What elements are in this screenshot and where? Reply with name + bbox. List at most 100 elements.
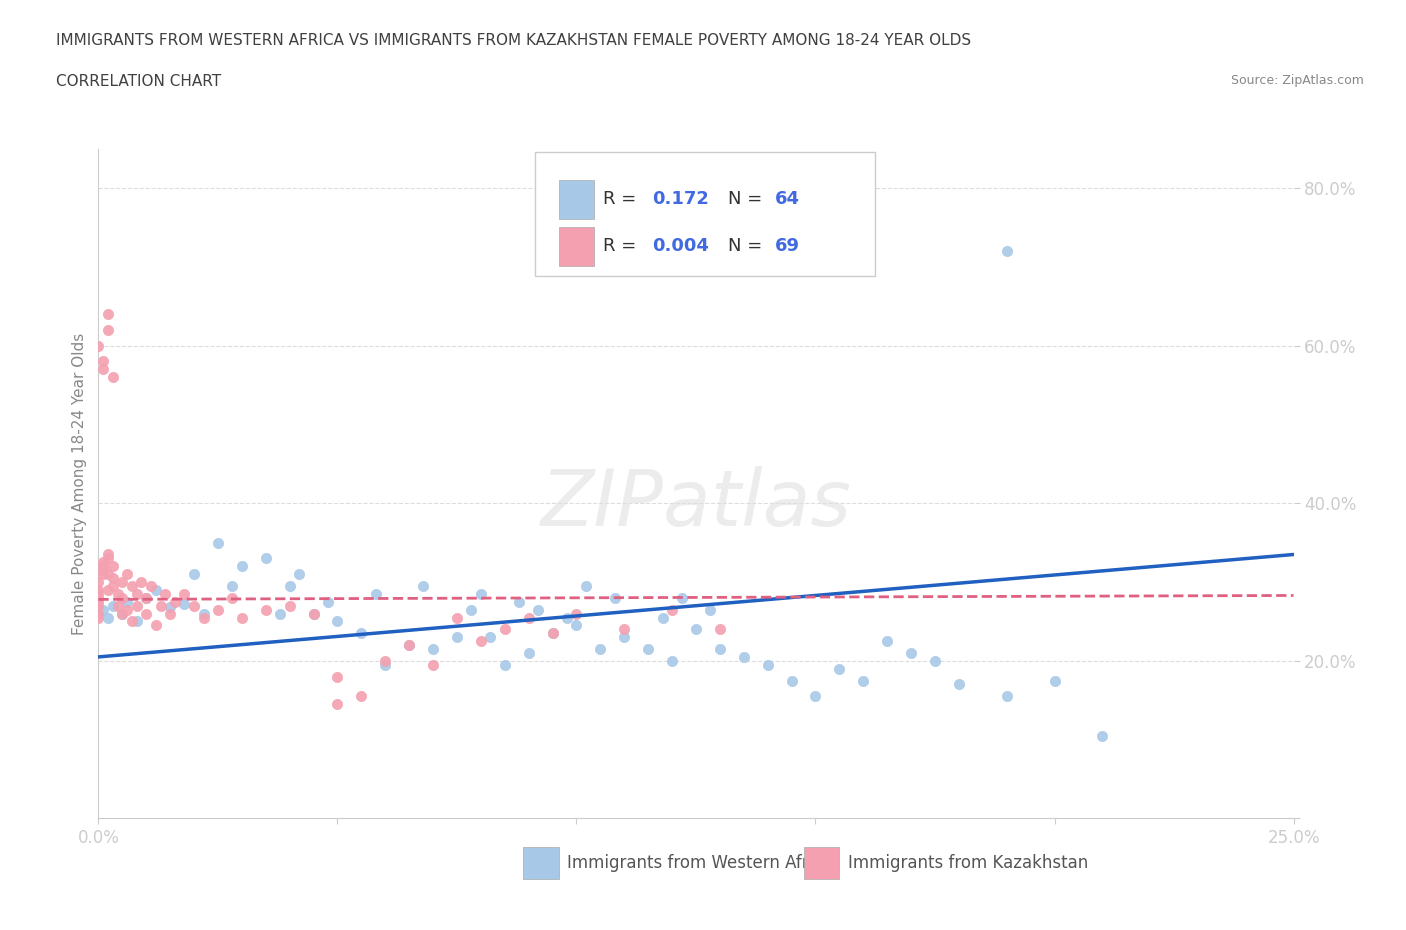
Point	[852, 673, 875, 688]
Point	[422, 658, 444, 672]
Text: 69: 69	[775, 237, 800, 255]
Point	[709, 642, 731, 657]
FancyBboxPatch shape	[804, 846, 839, 879]
Point	[115, 603, 138, 618]
Point	[527, 603, 550, 618]
Point	[661, 654, 683, 669]
Point	[709, 622, 731, 637]
FancyBboxPatch shape	[558, 227, 595, 266]
Point	[131, 575, 153, 590]
Point	[111, 606, 134, 621]
Point	[924, 654, 946, 669]
Point	[995, 689, 1018, 704]
Point	[91, 354, 114, 369]
Point	[541, 626, 564, 641]
Text: R =: R =	[603, 237, 641, 255]
Point	[517, 610, 540, 625]
Text: Immigrants from Kazakhstan: Immigrants from Kazakhstan	[848, 854, 1088, 871]
Point	[91, 603, 114, 618]
Point	[517, 645, 540, 660]
Point	[183, 598, 205, 613]
Point	[398, 638, 420, 653]
Point	[575, 578, 598, 593]
Point	[613, 630, 636, 644]
Point	[278, 578, 301, 593]
Point	[288, 566, 311, 581]
Point	[145, 582, 167, 597]
Point	[125, 598, 148, 613]
Point	[541, 626, 564, 641]
Point	[207, 603, 229, 618]
Point	[135, 606, 157, 621]
Point	[494, 622, 516, 637]
Point	[876, 633, 898, 648]
Point	[101, 578, 124, 593]
Point	[149, 598, 172, 613]
Point	[101, 559, 124, 574]
FancyBboxPatch shape	[523, 846, 558, 879]
Point	[111, 591, 134, 605]
Point	[350, 626, 373, 641]
Point	[326, 697, 349, 711]
Point	[603, 591, 626, 605]
Point	[995, 244, 1018, 259]
Point	[316, 594, 339, 609]
Point	[254, 603, 277, 618]
Point	[231, 610, 253, 625]
Text: ZIPatlas: ZIPatlas	[540, 466, 852, 541]
Point	[671, 591, 693, 605]
Point	[87, 610, 110, 625]
Point	[125, 614, 148, 629]
Point	[193, 606, 215, 621]
Point	[125, 587, 148, 602]
Point	[107, 587, 129, 602]
Point	[87, 575, 110, 590]
Point	[651, 610, 673, 625]
Point	[326, 614, 349, 629]
Point	[508, 594, 530, 609]
Point	[139, 578, 162, 593]
Point	[350, 689, 373, 704]
Point	[661, 603, 683, 618]
Point	[111, 575, 134, 590]
Text: 0.004: 0.004	[652, 237, 709, 255]
Point	[460, 603, 482, 618]
Point	[302, 606, 325, 621]
Point	[422, 642, 444, 657]
Point	[494, 658, 516, 672]
Point	[87, 582, 110, 597]
Point	[398, 638, 420, 653]
FancyBboxPatch shape	[558, 180, 595, 219]
Point	[326, 670, 349, 684]
Y-axis label: Female Poverty Among 18-24 Year Olds: Female Poverty Among 18-24 Year Olds	[72, 333, 87, 635]
Point	[446, 630, 468, 644]
Point	[589, 642, 612, 657]
Point	[828, 661, 851, 676]
Point	[221, 591, 243, 605]
Point	[269, 606, 291, 621]
Point	[97, 551, 120, 565]
Point	[733, 649, 755, 664]
Point	[97, 610, 120, 625]
Point	[159, 606, 181, 621]
Text: IMMIGRANTS FROM WESTERN AFRICA VS IMMIGRANTS FROM KAZAKHSTAN FEMALE POVERTY AMON: IMMIGRANTS FROM WESTERN AFRICA VS IMMIGR…	[56, 33, 972, 47]
Point	[685, 622, 707, 637]
Text: 64: 64	[775, 190, 800, 208]
Point	[183, 566, 205, 581]
Point	[87, 594, 110, 609]
Point	[173, 587, 195, 602]
Point	[470, 587, 492, 602]
Point	[145, 618, 167, 632]
Point	[1091, 728, 1114, 743]
Point	[87, 591, 110, 605]
Point	[364, 587, 387, 602]
Point	[804, 689, 827, 704]
Point	[900, 645, 922, 660]
Text: N =: N =	[728, 190, 768, 208]
Point	[302, 606, 325, 621]
Point	[107, 598, 129, 613]
Point	[87, 598, 110, 613]
Point	[159, 600, 181, 615]
Point	[699, 603, 721, 618]
Point	[97, 582, 120, 597]
